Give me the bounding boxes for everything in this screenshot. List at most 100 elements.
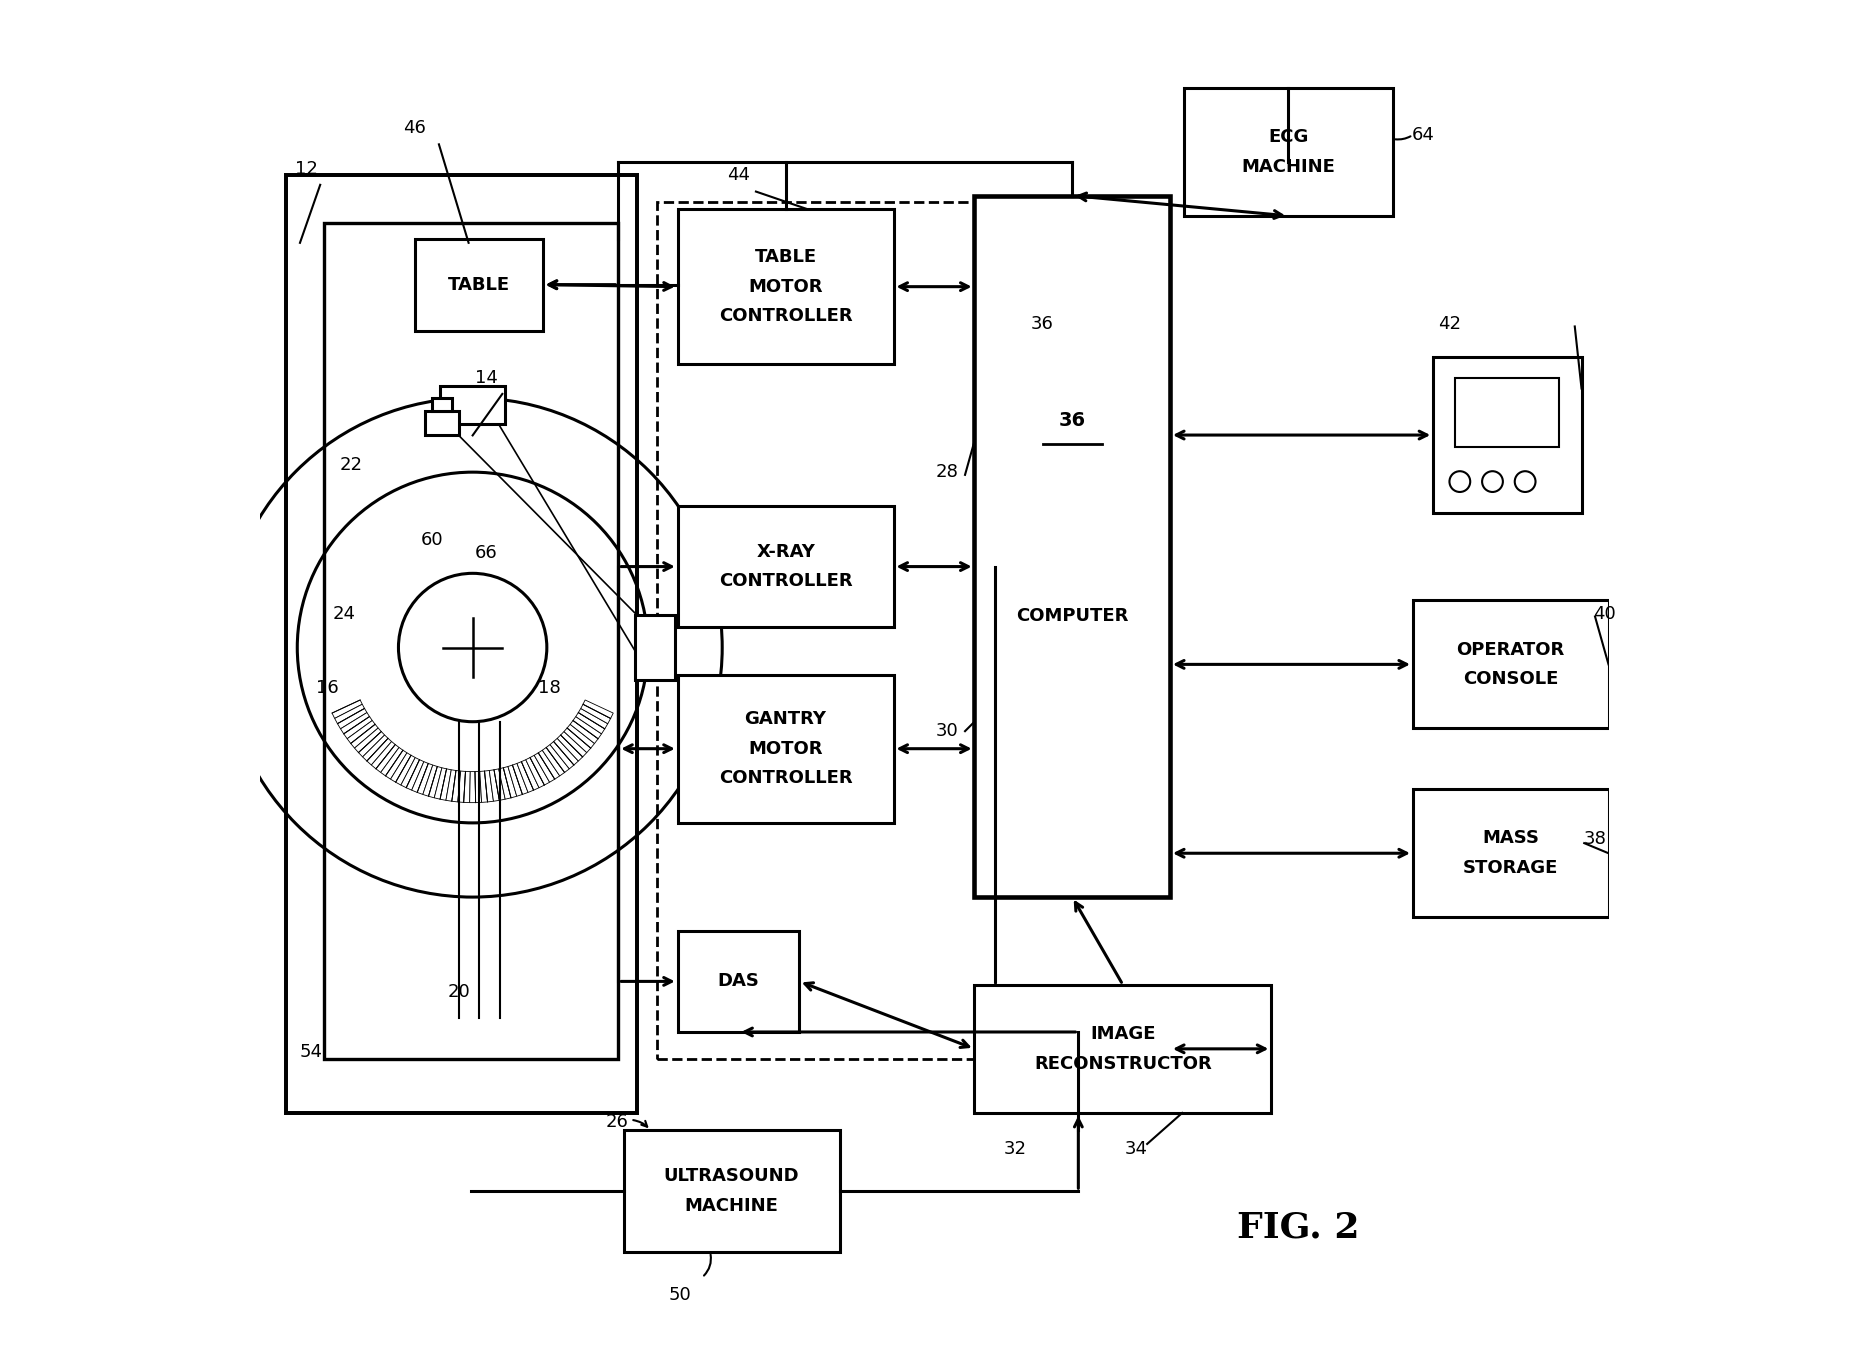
Text: MACHINE: MACHINE: [1240, 158, 1336, 175]
Polygon shape: [489, 770, 499, 801]
Text: 34: 34: [1125, 1140, 1147, 1159]
Polygon shape: [575, 712, 605, 734]
FancyBboxPatch shape: [624, 1130, 839, 1252]
Text: 26: 26: [605, 1113, 628, 1132]
Text: MACHINE: MACHINE: [686, 1197, 779, 1215]
Polygon shape: [517, 762, 534, 792]
Text: 12: 12: [295, 159, 318, 178]
Polygon shape: [334, 704, 364, 723]
Polygon shape: [452, 770, 461, 801]
Polygon shape: [433, 768, 446, 799]
FancyBboxPatch shape: [1412, 789, 1608, 917]
FancyBboxPatch shape: [635, 615, 674, 680]
Polygon shape: [463, 772, 471, 803]
Polygon shape: [351, 724, 377, 749]
Polygon shape: [499, 768, 512, 799]
Polygon shape: [493, 769, 504, 800]
Polygon shape: [568, 724, 594, 749]
Text: COMPUTER: COMPUTER: [1016, 607, 1128, 626]
Polygon shape: [564, 728, 590, 753]
FancyBboxPatch shape: [678, 506, 893, 627]
Polygon shape: [366, 738, 392, 765]
Polygon shape: [525, 758, 544, 788]
Text: 66: 66: [474, 544, 497, 563]
Polygon shape: [355, 728, 381, 753]
Polygon shape: [560, 731, 587, 757]
FancyBboxPatch shape: [432, 398, 452, 411]
Text: CONTROLLER: CONTROLLER: [719, 308, 852, 325]
Polygon shape: [534, 753, 555, 782]
Text: 54: 54: [299, 1043, 323, 1062]
Polygon shape: [338, 708, 366, 728]
Text: ULTRASOUND: ULTRASOUND: [663, 1167, 800, 1186]
Polygon shape: [553, 738, 579, 765]
FancyBboxPatch shape: [1412, 600, 1608, 728]
Polygon shape: [385, 750, 407, 780]
Polygon shape: [446, 770, 456, 801]
Text: 36: 36: [1031, 314, 1054, 333]
Text: 28: 28: [936, 463, 958, 482]
Text: 46: 46: [403, 119, 426, 138]
Text: X-RAY: X-RAY: [757, 542, 814, 561]
Polygon shape: [381, 747, 403, 776]
Polygon shape: [417, 764, 433, 795]
Polygon shape: [581, 704, 611, 723]
Polygon shape: [396, 755, 415, 785]
Text: 30: 30: [936, 722, 958, 741]
FancyBboxPatch shape: [1455, 378, 1560, 448]
Polygon shape: [458, 772, 465, 803]
Text: OPERATOR: OPERATOR: [1457, 641, 1565, 658]
Polygon shape: [484, 770, 493, 801]
Text: STORAGE: STORAGE: [1463, 859, 1558, 877]
FancyBboxPatch shape: [678, 209, 893, 364]
Text: IMAGE: IMAGE: [1091, 1025, 1156, 1043]
Polygon shape: [579, 708, 607, 728]
Polygon shape: [583, 700, 613, 719]
Text: MASS: MASS: [1481, 830, 1539, 847]
Text: GANTRY: GANTRY: [745, 710, 828, 728]
Text: 24: 24: [333, 604, 357, 623]
Polygon shape: [502, 766, 517, 797]
Text: 32: 32: [1003, 1140, 1026, 1159]
Text: ECG: ECG: [1268, 128, 1308, 146]
FancyBboxPatch shape: [325, 223, 618, 1059]
Polygon shape: [344, 716, 372, 739]
Text: 60: 60: [420, 530, 443, 549]
Text: 38: 38: [1584, 830, 1606, 849]
Text: 44: 44: [727, 166, 749, 185]
Text: MOTOR: MOTOR: [749, 739, 824, 758]
Polygon shape: [557, 735, 583, 761]
Text: DAS: DAS: [717, 973, 758, 990]
Polygon shape: [521, 759, 540, 791]
Polygon shape: [375, 745, 400, 773]
Polygon shape: [340, 712, 370, 734]
Text: CONSOLE: CONSOLE: [1463, 670, 1558, 688]
Text: 40: 40: [1593, 604, 1616, 623]
FancyBboxPatch shape: [426, 411, 460, 436]
FancyBboxPatch shape: [286, 175, 637, 1113]
Polygon shape: [422, 765, 437, 796]
Text: 50: 50: [669, 1286, 691, 1304]
Text: 64: 64: [1412, 125, 1435, 144]
Polygon shape: [362, 735, 389, 761]
FancyBboxPatch shape: [678, 674, 893, 823]
Polygon shape: [441, 769, 452, 800]
FancyBboxPatch shape: [678, 931, 800, 1032]
Text: 22: 22: [340, 456, 362, 475]
Polygon shape: [480, 772, 488, 803]
Polygon shape: [531, 755, 549, 785]
FancyBboxPatch shape: [975, 985, 1272, 1113]
Polygon shape: [390, 753, 411, 782]
Polygon shape: [549, 742, 573, 769]
FancyBboxPatch shape: [1433, 357, 1582, 513]
Text: RECONSTRUCTOR: RECONSTRUCTOR: [1035, 1055, 1212, 1072]
Polygon shape: [474, 772, 482, 803]
Polygon shape: [405, 759, 424, 791]
Polygon shape: [538, 750, 560, 780]
Polygon shape: [359, 731, 385, 757]
Polygon shape: [508, 765, 523, 796]
Polygon shape: [347, 720, 375, 743]
Text: 42: 42: [1438, 314, 1461, 333]
Polygon shape: [333, 700, 362, 719]
Text: TABLE: TABLE: [755, 248, 816, 266]
